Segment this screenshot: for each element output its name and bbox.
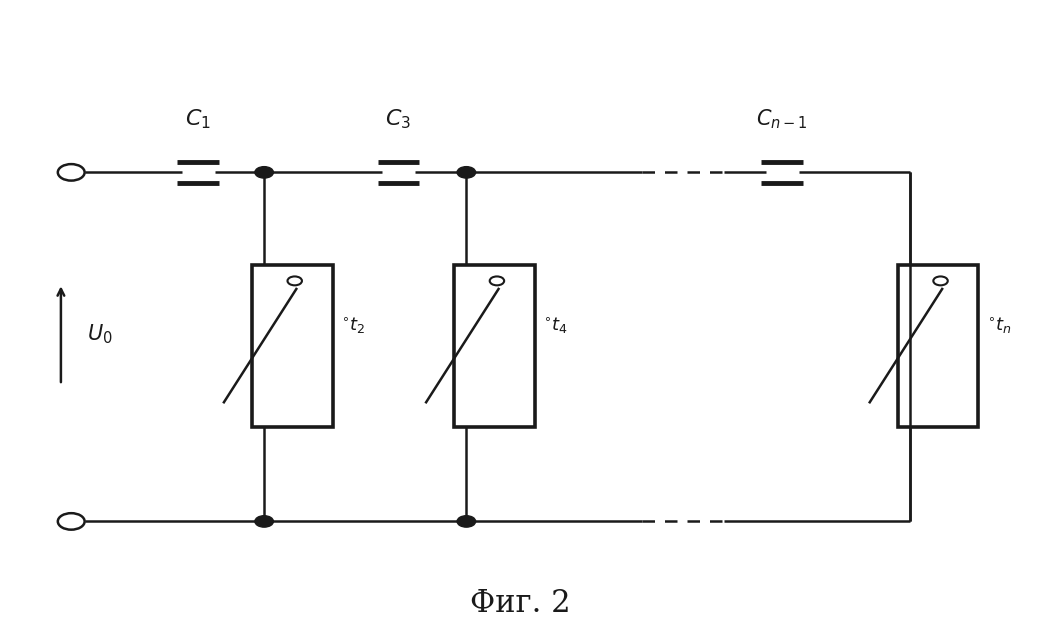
Circle shape: [457, 516, 475, 527]
Text: $C_1$: $C_1$: [185, 107, 211, 131]
Circle shape: [933, 276, 947, 285]
Circle shape: [287, 276, 302, 285]
Bar: [898, 265, 979, 426]
Bar: [454, 265, 535, 426]
Text: $C_3$: $C_3$: [385, 107, 411, 131]
Circle shape: [58, 513, 84, 530]
Text: ${}^{\circ}t_2$: ${}^{\circ}t_2$: [341, 316, 365, 336]
Text: $C_{n-1}$: $C_{n-1}$: [756, 107, 808, 131]
Text: Фиг. 2: Фиг. 2: [470, 588, 570, 619]
Text: ${}^{\circ}t_n$: ${}^{\circ}t_n$: [987, 316, 1011, 336]
Bar: [252, 265, 333, 426]
Text: ${}^{\circ}t_4$: ${}^{\circ}t_4$: [543, 316, 568, 336]
Circle shape: [490, 276, 504, 285]
Circle shape: [58, 164, 84, 181]
Text: $U_0$: $U_0$: [86, 322, 112, 346]
Circle shape: [457, 167, 475, 178]
Circle shape: [255, 516, 274, 527]
Circle shape: [255, 167, 274, 178]
